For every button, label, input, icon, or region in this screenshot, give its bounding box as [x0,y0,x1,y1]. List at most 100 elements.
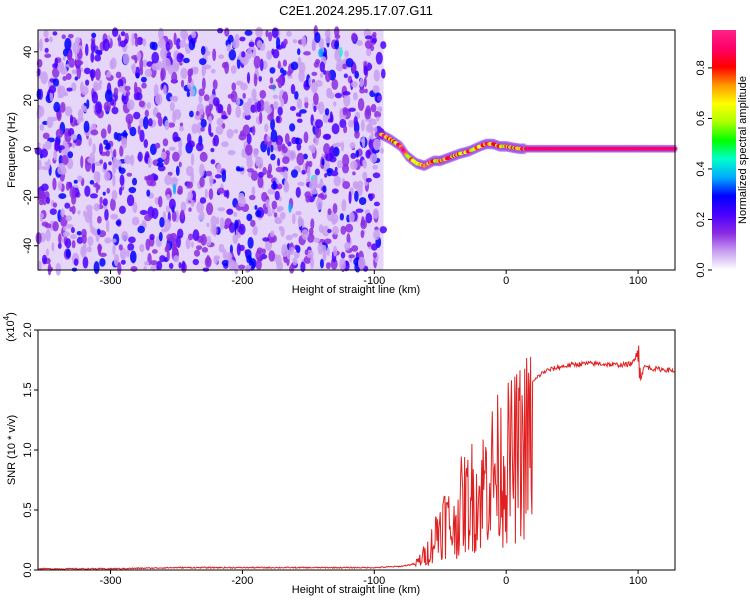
noise-blob [325,70,331,83]
noise-blob [120,31,126,37]
y-tick-label: 0.0 [22,562,34,577]
noise-blob [126,172,133,177]
noise-blob [348,254,356,259]
noise-blob [147,156,152,169]
noise-blob [137,225,145,234]
noise-blob [156,260,163,271]
noise-blob [64,202,71,209]
noise-blob [340,251,346,259]
noise-blob [365,105,372,117]
noise-blob [169,101,175,112]
noise-blob [158,231,163,242]
noise-blob [99,196,103,205]
noise-blob [359,87,366,94]
noise-blob [352,171,356,176]
noise-blob [91,91,99,104]
noise-blob [374,131,381,138]
noise-blob [206,222,210,228]
colorbar-label: Normalized spectral amplitude [737,76,749,224]
noise-blob [326,88,332,94]
noise-blob [131,216,140,226]
noise-blob [76,117,81,125]
noise-blob [105,149,111,157]
noise-blob [139,209,148,216]
noise-blob [105,219,110,233]
noise-blob [163,84,167,95]
noise-blob [271,200,278,210]
noise-blob [253,147,259,158]
noise-blob [40,148,48,158]
colorbar-tick-label: 0.8 [695,60,707,75]
noise-blob [104,237,112,244]
noise-blob [84,185,91,197]
noise-blob [139,57,144,71]
noise-blob [167,122,176,128]
noise-blob [380,147,384,154]
noise-blob [35,232,42,245]
noise-blob [308,77,312,87]
noise-blob [146,174,154,187]
noise-blob [373,229,381,241]
noise-blob [123,155,132,165]
noise-blob [241,51,246,58]
noise-blob [313,61,320,68]
noise-blob [272,180,277,190]
noise-blob [65,73,72,81]
noise-blob [122,53,130,65]
noise-blob [178,161,182,168]
noise-blob [313,92,319,106]
noise-blob [71,141,76,149]
noise-blob [200,45,206,56]
noise-blob [208,115,212,126]
y-tick-label: 20 [22,94,34,106]
x-tick-label: 0 [503,275,509,287]
noise-blob [266,145,271,156]
noise-blob [52,202,58,208]
noise-blob [228,49,237,61]
noise-blob [228,222,236,234]
y-tick-label: -40 [22,238,34,254]
noise-blob [104,89,113,103]
noise-blob [243,110,251,116]
noise-blob [67,51,72,60]
noise-blob [331,78,339,90]
noise-blob [226,44,232,52]
noise-blob [55,262,62,276]
noise-blob [266,135,271,143]
noise-blob [76,66,82,80]
noise-blob [265,199,270,208]
noise-blob [266,50,273,60]
noise-blob [103,162,107,170]
noise-blob [112,156,118,169]
noise-blob [128,186,137,194]
noise-blob [291,136,298,145]
x-tick-label: -100 [363,575,385,587]
noise-blob [157,38,166,49]
noise-blob [212,48,217,62]
spectrogram-signal-track [377,128,678,172]
noise-blob [267,113,274,121]
noise-blob [41,254,47,265]
noise-blob [205,50,211,56]
noise-blob [233,211,238,217]
noise-blob [157,196,163,208]
noise-blob [274,216,281,224]
noise-blob [131,177,138,186]
noise-blob [93,203,100,212]
noise-blob [188,207,192,212]
noise-blob [296,152,305,166]
noise-blob [370,118,377,126]
noise-blob [366,47,372,57]
noise-blob [162,138,169,147]
noise-blob [97,216,102,224]
noise-blob [289,264,295,274]
noise-blob [203,64,212,70]
noise-blob [233,129,239,134]
noise-blob [143,266,147,271]
noise-blob [47,158,51,170]
noise-blob [252,225,258,236]
noise-blob [163,218,172,232]
noise-blob [146,102,151,110]
noise-blob [69,186,76,199]
noise-blob [77,109,84,121]
